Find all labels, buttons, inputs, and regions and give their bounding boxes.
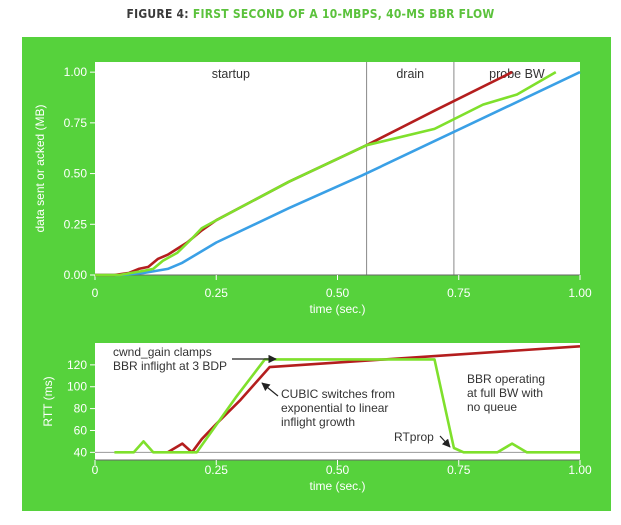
x-tick-label: 0.25 <box>205 286 229 300</box>
annotation-cubic: exponential to linear <box>281 401 388 415</box>
annotation-cubic: CUBIC switches from <box>281 387 395 401</box>
annotation-cwnd-gain: BBR inflight at 3 BDP <box>113 359 227 373</box>
bottom-plot: 40 60 80 100 120 0 0.25 0.50 0.75 1.00 time (sec.)… <box>41 343 592 493</box>
top-plot-area <box>95 62 580 275</box>
annotation-arrow <box>439 435 451 448</box>
x-tick-label: 0.75 <box>447 463 471 477</box>
y-tick-label: 0.50 <box>64 167 88 181</box>
x-tick-label: 0.25 <box>205 463 229 477</box>
phase-label: drain <box>396 67 424 81</box>
figure-title: FIGURE 4: FIRST SECOND OF A 10-MBPS, 40-… <box>43 6 577 21</box>
x-tick-label: 1.00 <box>568 463 592 477</box>
x-tick-label: 0 <box>92 463 99 477</box>
x-tick-label: 0.50 <box>326 463 350 477</box>
annotation-arrow <box>261 382 279 397</box>
figure-title-text: FIRST SECOND OF A 10-MBPS, 40-MS BBR FLO… <box>192 6 495 21</box>
y-axis-label: RTT (ms) <box>41 376 55 426</box>
x-tick-label: 0.75 <box>447 286 471 300</box>
series-line <box>95 70 581 277</box>
annotation-bbr-fullbw: BBR operating <box>467 372 545 386</box>
x-tick-label: 0.50 <box>326 286 350 300</box>
y-tick-label: 80 <box>74 402 88 416</box>
annotation-bbr-fullbw: at full BW with <box>467 386 543 400</box>
phase-label: startup <box>212 67 250 81</box>
annotation-bbr-fullbw: no queue <box>467 400 517 414</box>
y-tick-label: 40 <box>74 445 88 459</box>
x-tick-label: 0 <box>92 286 99 300</box>
x-tick-label: 1.00 <box>568 286 592 300</box>
series-line <box>167 345 581 454</box>
y-tick-label: 100 <box>67 380 87 394</box>
figure-label: FIGURE 4: <box>126 6 189 21</box>
x-axis-label: time (sec.) <box>309 479 365 493</box>
y-tick-label: 0.00 <box>64 268 88 282</box>
y-axis-label: data sent or acked (MB) <box>33 104 47 232</box>
y-tick-label: 60 <box>74 423 88 437</box>
y-tick-label: 120 <box>67 358 87 372</box>
annotation-cubic: inflight growth <box>281 415 355 429</box>
x-axis-label: time (sec.) <box>309 302 365 316</box>
y-tick-label: 0.75 <box>64 116 88 130</box>
annotation-cwnd-gain: cwnd_gain clamps <box>113 345 212 359</box>
series-line <box>95 70 557 277</box>
y-tick-label: 1.00 <box>64 65 88 79</box>
annotation-rtprop: RTprop <box>394 430 434 444</box>
top-plot: startup drain probe BW0.000.250.500.751.00… <box>33 62 592 316</box>
y-tick-label: 0.25 <box>64 217 88 231</box>
